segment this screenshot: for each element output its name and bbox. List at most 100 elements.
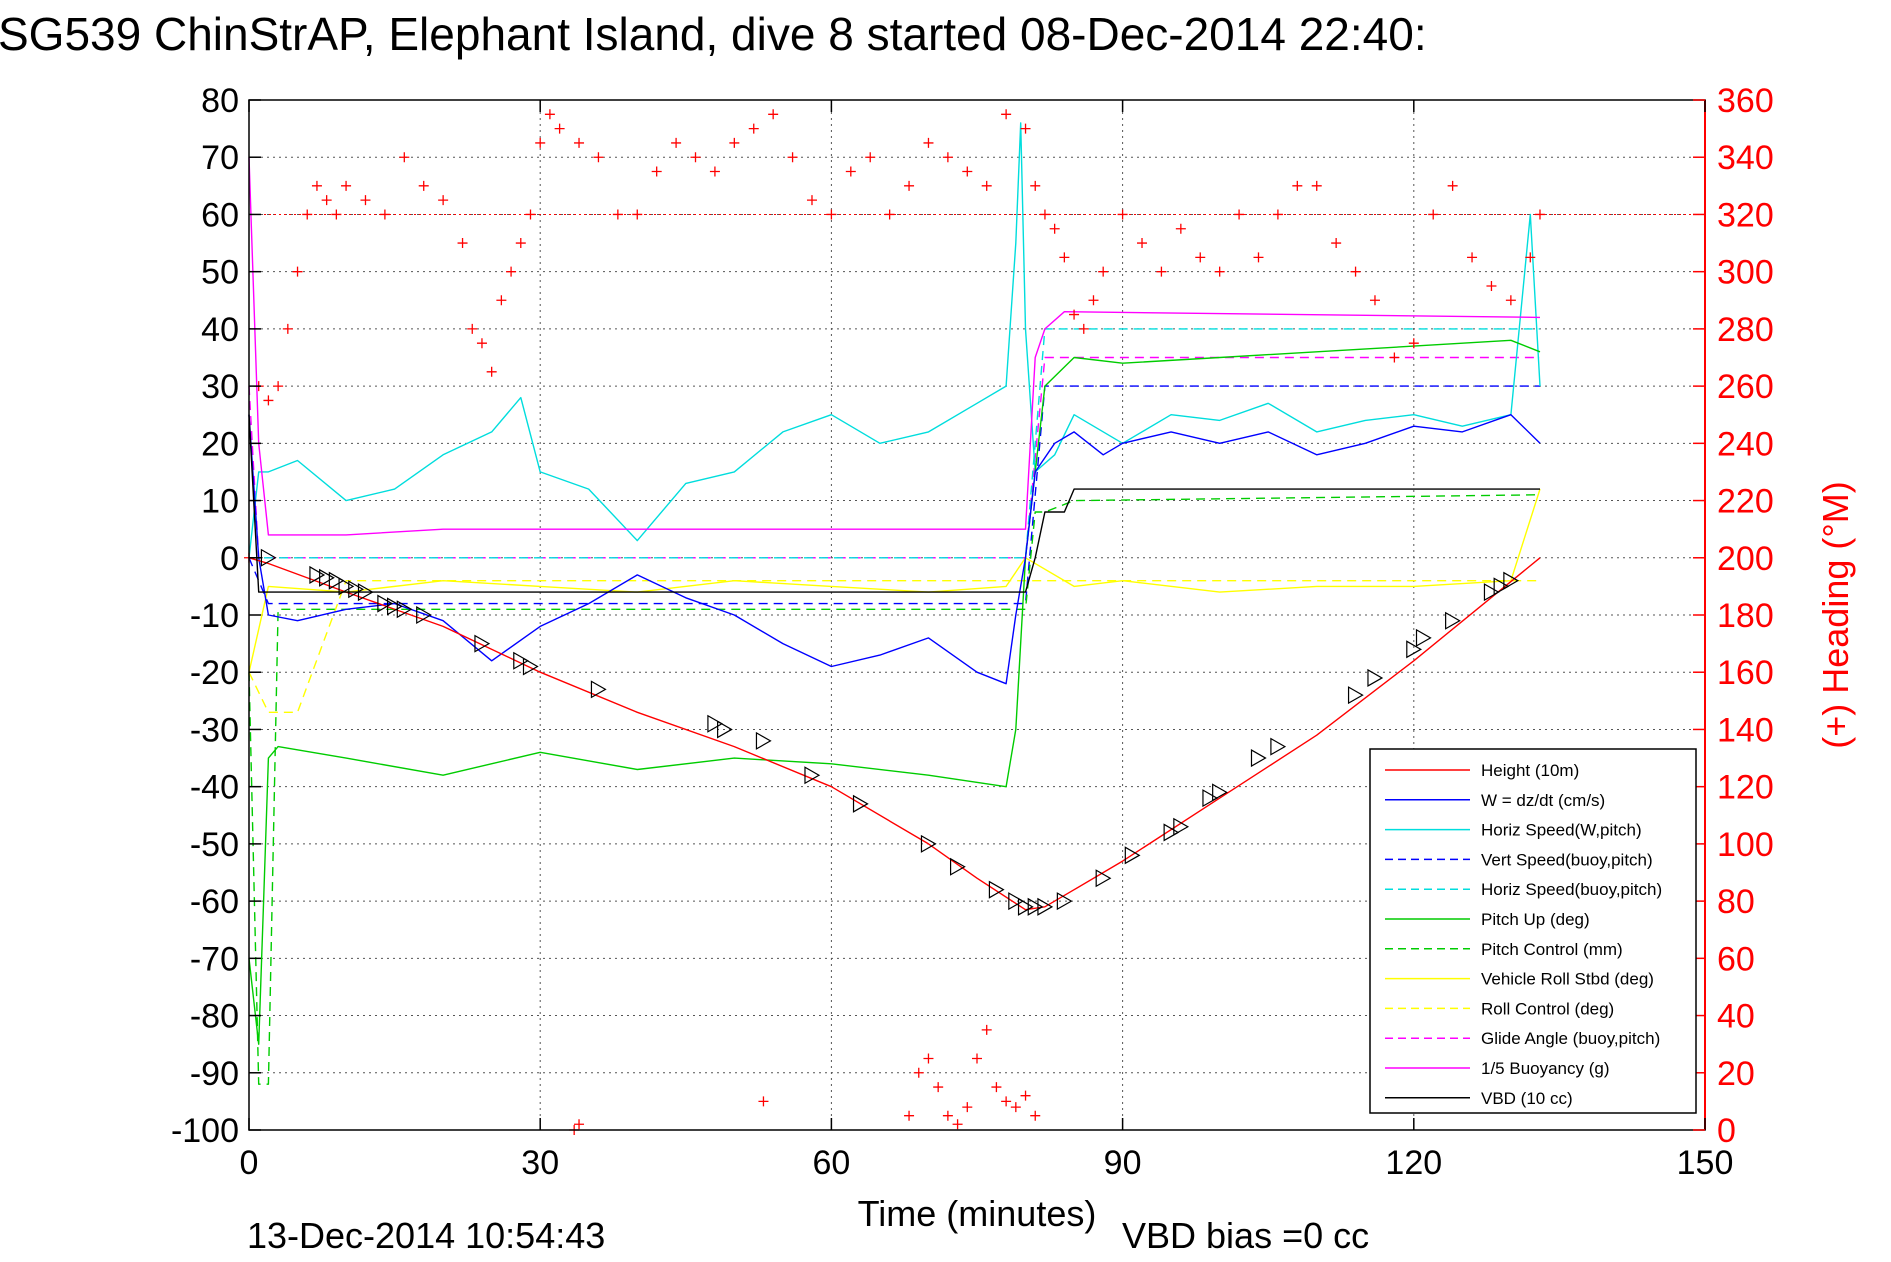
triangle-marker — [1202, 789, 1219, 808]
triangle-marker — [1445, 611, 1461, 630]
heading-marker — [1389, 352, 1400, 363]
triangle-marker — [1503, 571, 1520, 590]
series-lines — [248, 122, 1541, 1085]
y-tick-label: -100 — [171, 1112, 239, 1150]
y-tick-label: -60 — [190, 883, 239, 921]
legend-entry: Glide Angle (buoy,pitch) — [1481, 1029, 1660, 1048]
y2-tick-label: 160 — [1717, 654, 1774, 692]
y2-tick-label: 240 — [1717, 425, 1774, 463]
series-line-11 — [248, 414, 1540, 593]
heading-marker — [525, 209, 536, 220]
heading-marker — [1020, 123, 1031, 134]
heading-marker — [981, 180, 992, 191]
legend-entry: Horiz Speed(buoy,pitch) — [1481, 880, 1662, 899]
axis-ticks: 0 30 60 90 120 15080706050403020100-10-20-30-… — [171, 82, 1774, 1182]
heading-markers — [244, 109, 1545, 1135]
heading-marker — [535, 137, 546, 148]
triangle-marker — [348, 580, 364, 599]
heading-marker — [768, 109, 779, 120]
series-line-2 — [248, 122, 1541, 558]
triangle-marker — [1483, 583, 1500, 602]
series-line-10 — [248, 157, 1541, 536]
series-line-7 — [248, 488, 1541, 673]
triangle-marker — [707, 714, 724, 733]
heading-marker — [865, 152, 876, 163]
series-line-9 — [248, 356, 1540, 559]
heading-marker — [1117, 209, 1128, 220]
x-axis-label: Time (minutes) — [858, 1193, 1097, 1234]
heading-marker — [438, 195, 449, 206]
heading-marker — [1292, 180, 1303, 191]
y2-tick-label: 20 — [1717, 1055, 1755, 1093]
y2-tick-label: 200 — [1717, 540, 1774, 578]
legend-entry: Roll Control (deg) — [1481, 999, 1614, 1018]
heading-marker — [467, 323, 478, 334]
y2-tick-label: 60 — [1717, 940, 1755, 978]
heading-cluster-marker — [1001, 1096, 1012, 1107]
legend-entry: VBD (10 cc) — [1481, 1089, 1573, 1108]
y2-tick-label: 220 — [1717, 483, 1774, 521]
heading-marker — [632, 209, 643, 220]
heading-cluster-marker — [942, 1110, 953, 1121]
series-line-1 — [248, 414, 1541, 685]
heading-marker — [826, 209, 837, 220]
y-tick-label: -40 — [190, 769, 239, 807]
heading-marker — [1428, 209, 1439, 220]
footer-vbd-bias: VBD bias =0 cc — [1122, 1215, 1369, 1256]
y-tick-label: 0 — [220, 540, 239, 578]
y-tick-label: 10 — [201, 483, 239, 521]
heading-marker — [544, 109, 555, 120]
legend: Height (10m) W = dz/dt (cm/s) Horiz Speed(… — [1369, 748, 1697, 1114]
triangle-marker — [755, 731, 772, 750]
y-tick-label: 20 — [201, 425, 239, 463]
heading-marker — [476, 338, 487, 349]
legend-box — [1369, 748, 1697, 1114]
triangle-marker — [1415, 628, 1432, 647]
right-axis-label: (+) Heading (°M) — [1815, 481, 1856, 748]
triangle-marker — [717, 720, 733, 739]
series-line-4 — [249, 328, 1540, 559]
triangle-marker — [1027, 897, 1044, 916]
series-line-8 — [248, 580, 1540, 713]
x-tick-label: 60 — [812, 1144, 850, 1182]
legend-entry: W = dz/dt (cm/s) — [1481, 791, 1605, 810]
y2-tick-label: 260 — [1717, 368, 1774, 406]
heading-marker — [1001, 109, 1012, 120]
heading-marker — [923, 137, 934, 148]
heading-marker — [1039, 209, 1050, 220]
heading-cluster-marker — [981, 1024, 992, 1035]
y-tick-label: 70 — [201, 139, 239, 177]
triangle-marker — [920, 834, 937, 853]
heading-marker — [1525, 252, 1536, 263]
heading-marker — [845, 166, 856, 177]
triangle-markers — [260, 548, 1520, 916]
triangle-marker — [1095, 869, 1112, 888]
triangle-marker — [377, 594, 394, 613]
heading-marker — [1369, 295, 1380, 306]
triangle-marker — [988, 880, 1005, 899]
heading-marker — [515, 238, 526, 249]
triangle-marker — [416, 605, 432, 625]
heading-marker — [1331, 238, 1342, 249]
heading-marker — [1088, 295, 1099, 306]
heading-marker — [690, 152, 701, 163]
heading-cluster-marker — [923, 1053, 934, 1064]
y2-tick-label: 40 — [1717, 998, 1755, 1036]
heading-cluster-marker — [913, 1067, 924, 1078]
y2-tick-label: 120 — [1717, 769, 1774, 807]
y2-tick-label: 0 — [1717, 1112, 1736, 1150]
heading-cluster-marker — [962, 1102, 973, 1113]
series-line-5 — [248, 339, 1541, 1045]
heading-marker — [1078, 323, 1089, 334]
heading-marker — [671, 137, 682, 148]
heading-marker — [884, 209, 895, 220]
heading-marker — [748, 123, 759, 134]
heading-marker — [292, 266, 303, 277]
y2-tick-label: 360 — [1717, 82, 1774, 120]
heading-marker — [1253, 252, 1264, 263]
heading-marker — [1195, 252, 1206, 263]
triangle-marker — [1347, 686, 1364, 705]
heading-marker — [341, 180, 352, 191]
y-tick-label: -70 — [190, 940, 239, 978]
